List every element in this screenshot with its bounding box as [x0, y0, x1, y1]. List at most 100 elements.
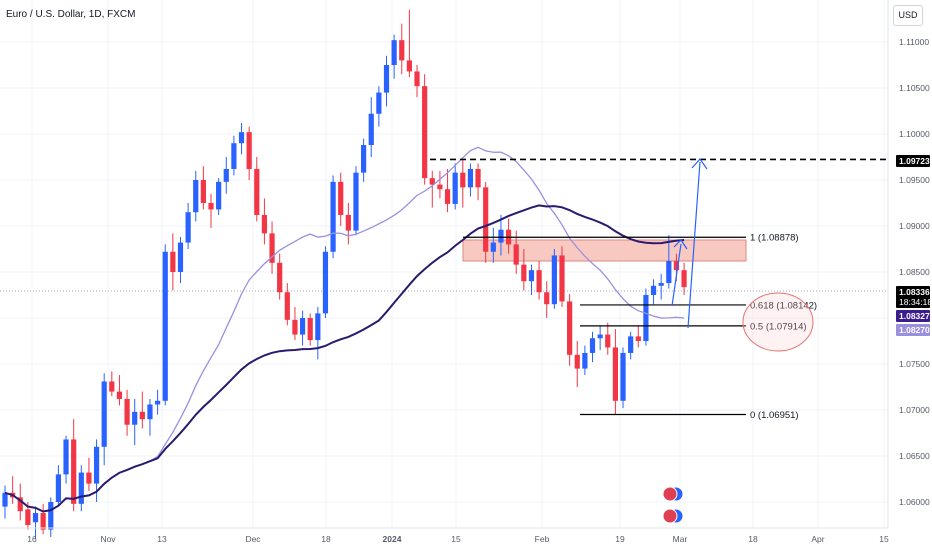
- candle: [132, 398, 138, 445]
- candle-body: [216, 181, 222, 210]
- candle: [124, 389, 130, 436]
- candle: [658, 273, 664, 300]
- candle-body: [2, 492, 8, 507]
- candle: [406, 9, 412, 77]
- price-badge-label: 1.08327: [899, 311, 930, 321]
- candle: [170, 233, 176, 291]
- candle-body: [574, 354, 580, 369]
- candle-body: [269, 233, 275, 263]
- price-tick-label: 1.07000: [899, 405, 930, 415]
- candle-body: [643, 295, 649, 341]
- price-tick-label: 1.08500: [899, 267, 930, 277]
- candle: [17, 483, 23, 521]
- candle: [681, 262, 687, 295]
- candle: [292, 306, 298, 341]
- fib-highlight-circle: [742, 292, 814, 352]
- candle: [391, 34, 397, 79]
- candle-body: [460, 172, 466, 188]
- candle-body: [589, 338, 596, 353]
- moving-average-fast-line: [4, 146, 685, 513]
- candle: [307, 313, 313, 346]
- price-axis[interactable]: 1.11000 1.10500 1.10000 1.09500 1.09000 1.085…: [899, 37, 930, 507]
- candle-body: [17, 497, 23, 512]
- candle: [200, 166, 206, 210]
- candle-body: [63, 439, 69, 475]
- candle-body: [32, 513, 39, 523]
- event-flag-icon: [662, 508, 678, 524]
- price-tick-label: 1.06000: [899, 497, 930, 507]
- candle-body: [93, 446, 100, 484]
- price-badge-label: 1.08270: [899, 325, 930, 335]
- candle-body: [513, 244, 519, 265]
- candle: [490, 227, 496, 263]
- candle-body: [25, 509, 31, 525]
- candle-body: [528, 270, 535, 282]
- candle: [101, 373, 107, 466]
- price-badge-target: 1.09723: [896, 155, 930, 167]
- candle: [544, 281, 550, 318]
- candle-body: [185, 212, 191, 243]
- time-axis[interactable]: 16 Nov 13 Dec 18 2024 15 Feb 19 Mar 18 Apr 15: [27, 534, 889, 544]
- candle: [177, 237, 184, 284]
- candle: [116, 375, 123, 406]
- price-tick-label: 1.09500: [899, 175, 930, 185]
- candle: [483, 181, 489, 263]
- candle-body: [101, 381, 107, 447]
- candle-body: [277, 262, 283, 293]
- candle: [71, 419, 77, 512]
- candle: [460, 159, 466, 208]
- candle: [605, 322, 611, 355]
- candle: [643, 288, 649, 346]
- candle-body: [238, 132, 245, 144]
- candle: [48, 497, 54, 537]
- candle-body: [597, 334, 603, 339]
- candle: [414, 65, 420, 98]
- candle: [269, 221, 275, 274]
- candle: [551, 249, 557, 309]
- candle-body: [231, 143, 237, 169]
- time-tick-label: 15: [879, 534, 889, 544]
- price-tick-label: 1.10000: [899, 129, 930, 139]
- candle: [567, 294, 573, 366]
- candle-body: [170, 251, 176, 272]
- time-tick-label: 15: [451, 534, 461, 544]
- candle-body: [650, 285, 657, 295]
- candle-body: [658, 283, 664, 286]
- time-tick-label: 13: [157, 534, 167, 544]
- candle: [330, 175, 336, 259]
- price-tick-label: 1.06500: [899, 451, 930, 461]
- candle: [383, 55, 390, 107]
- candle: [361, 138, 367, 182]
- candle-body: [475, 168, 481, 188]
- price-badge-label: 1.08336: [899, 287, 930, 297]
- candle-body: [345, 214, 351, 231]
- price-tick-label: 1.10500: [899, 83, 930, 93]
- candle-body: [109, 381, 115, 392]
- candle-body: [422, 86, 428, 179]
- candle-body: [429, 178, 435, 185]
- candle-body: [483, 187, 489, 252]
- candle: [612, 329, 618, 415]
- candle-body: [551, 255, 557, 305]
- time-tick-label: Feb: [535, 534, 550, 544]
- candle-body: [78, 472, 84, 504]
- candle: [139, 391, 145, 429]
- candle-body: [437, 184, 443, 190]
- moving-average-slow-line: [4, 204, 685, 513]
- candle: [368, 97, 374, 157]
- candle: [162, 244, 168, 406]
- candle-body: [48, 502, 54, 530]
- candle-body: [86, 472, 92, 484]
- candle-body: [55, 474, 62, 502]
- candle: [193, 170, 199, 222]
- currency-button[interactable]: USD: [893, 5, 923, 26]
- candle-body: [406, 60, 412, 72]
- candle: [628, 331, 634, 360]
- candle-body: [681, 270, 687, 288]
- candle-body: [200, 180, 206, 203]
- candle: [261, 198, 268, 245]
- candle-body: [467, 168, 474, 188]
- candle-body: [628, 336, 634, 353]
